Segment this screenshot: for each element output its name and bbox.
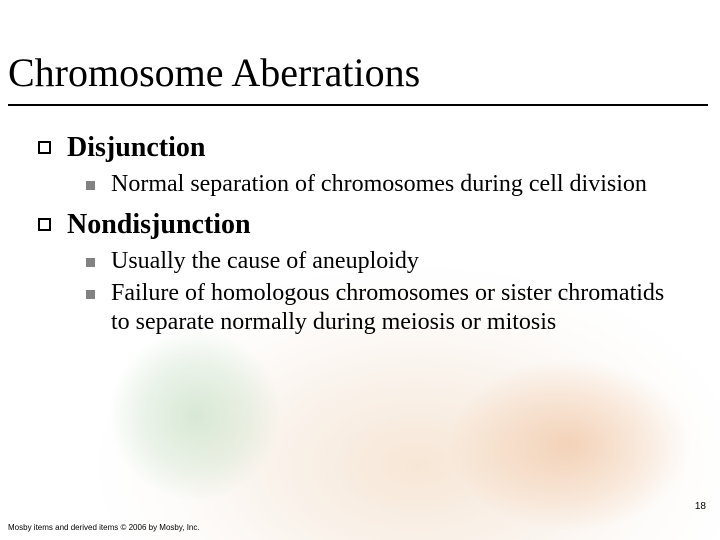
hollow-square-icon <box>38 218 51 231</box>
slide-title: Chromosome Aberrations <box>8 52 420 94</box>
background-blob <box>450 360 690 530</box>
list-item-label: Failure of homologous chromosomes or sis… <box>111 279 681 338</box>
list-item: Usually the cause of aneuploidy <box>86 247 696 276</box>
list-item: Disjunction <box>38 132 696 164</box>
hollow-square-icon <box>38 141 51 154</box>
slide: Chromosome Aberrations Disjunction Norma… <box>0 0 720 540</box>
filled-square-icon <box>86 258 95 267</box>
sublist: Usually the cause of aneuploidy Failure … <box>86 247 696 337</box>
list-item-label: Disjunction <box>67 132 205 164</box>
filled-square-icon <box>86 290 95 299</box>
list-item: Failure of homologous chromosomes or sis… <box>86 279 696 338</box>
title-underline <box>8 104 708 106</box>
list-item: Nondisjunction <box>38 209 696 241</box>
list-item: Normal separation of chromosomes during … <box>86 170 696 199</box>
sublist: Normal separation of chromosomes during … <box>86 170 696 199</box>
list-item-label: Normal separation of chromosomes during … <box>111 170 647 199</box>
copyright-footer: Mosby items and derived items © 2006 by … <box>8 523 200 532</box>
page-number: 18 <box>695 501 706 512</box>
slide-body: Disjunction Normal separation of chromos… <box>38 128 696 347</box>
filled-square-icon <box>86 181 95 190</box>
background-blob <box>110 330 280 500</box>
list-item-label: Usually the cause of aneuploidy <box>111 247 419 276</box>
list-item-label: Nondisjunction <box>67 209 251 241</box>
